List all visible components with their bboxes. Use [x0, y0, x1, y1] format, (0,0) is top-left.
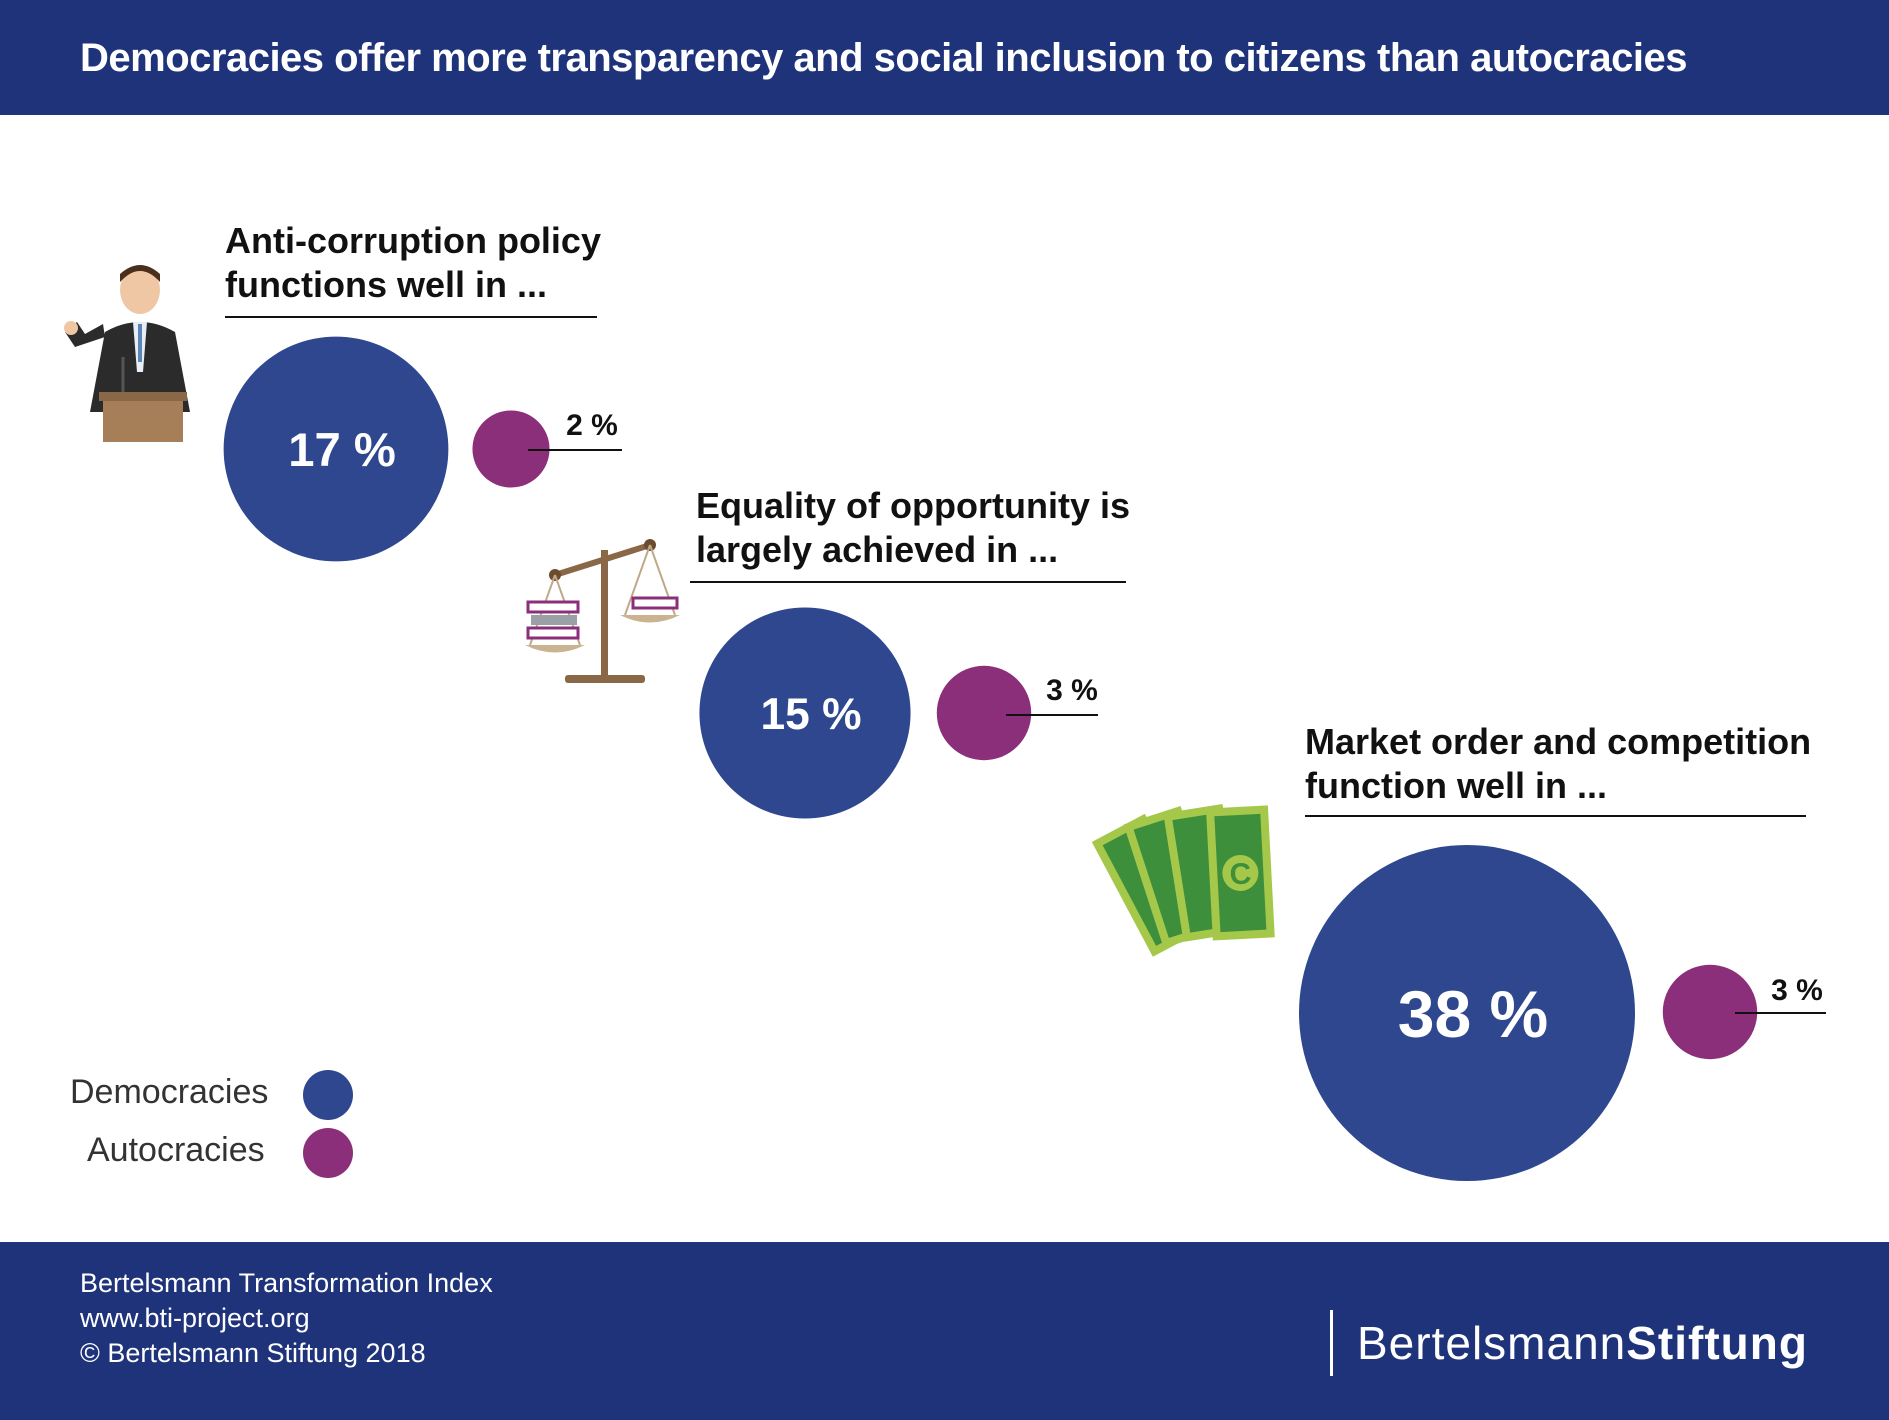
- brand-name-light: Bertelsmann: [1357, 1317, 1626, 1369]
- value-label-democracies-first: 17 %: [288, 424, 396, 477]
- footer-org: Bertelsmann Transformation Index: [80, 1268, 493, 1299]
- value-label-autocracies-second: 3 %: [1046, 674, 1098, 707]
- svg-text:C: C: [1229, 857, 1252, 891]
- category-title-second-line-1: Equality of opportunity is: [696, 485, 1130, 526]
- legend-dot-autocracies: [303, 1128, 353, 1178]
- banknotes-icon: C: [1092, 804, 1275, 957]
- category-title-first-line-1: Anti-corruption policy: [225, 220, 601, 261]
- value-label-autocracies-third: 3 %: [1771, 974, 1823, 1007]
- bubble-chart: C Anti-corruption policyfunctions well i…: [0, 0, 1889, 1420]
- footer-url[interactable]: www.bti-project.org: [80, 1303, 310, 1334]
- bubble-autocracies-second: [937, 666, 1031, 760]
- category-title-third-line-2: function well in ...: [1305, 765, 1607, 806]
- legend-label-autocracies: Autocracies: [87, 1131, 265, 1170]
- politician-at-podium-icon: [64, 265, 190, 442]
- value-label-democracies-second: 15 %: [760, 690, 861, 739]
- category-title-first-line-2: functions well in ...: [225, 264, 547, 305]
- category-title-second-line-2: largely achieved in ...: [696, 529, 1058, 570]
- brand-name-bold: Stiftung: [1626, 1317, 1808, 1369]
- balance-scale-icon: [525, 539, 680, 683]
- footer-bar: Bertelsmann Transformation Index www.bti…: [0, 1242, 1889, 1420]
- footer-copyright: © Bertelsmann Stiftung 2018: [80, 1338, 426, 1369]
- brand-logo: BertelsmannStiftung: [1330, 1310, 1808, 1376]
- legend-label-democracies: Democracies: [70, 1073, 268, 1112]
- category-title-third-line-1: Market order and competition: [1305, 721, 1811, 762]
- value-label-democracies-third: 38 %: [1398, 977, 1548, 1051]
- legend-dot-democracies: [303, 1070, 353, 1120]
- value-label-autocracies-first: 2 %: [566, 409, 618, 442]
